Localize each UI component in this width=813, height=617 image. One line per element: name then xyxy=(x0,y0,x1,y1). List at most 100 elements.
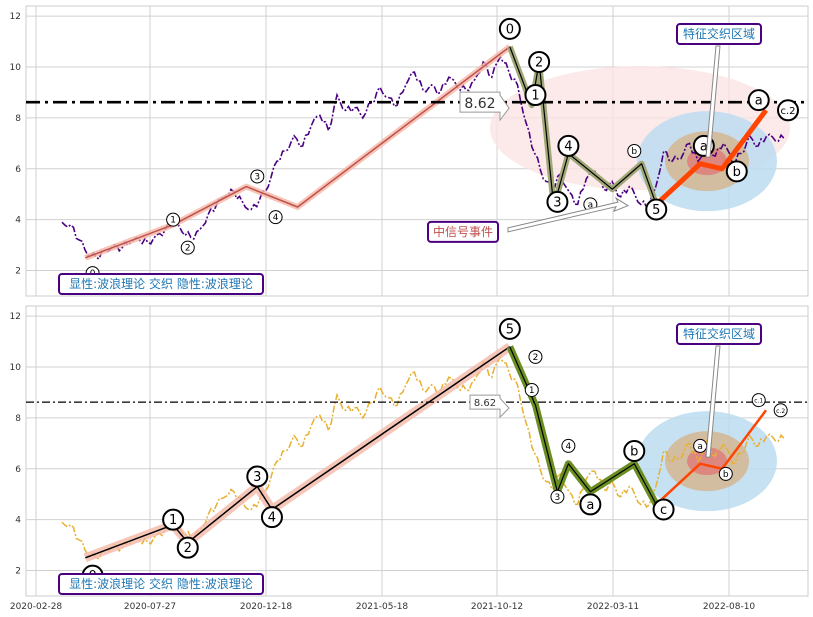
svg-text:a: a xyxy=(697,442,703,452)
feature-zone-arrow xyxy=(705,45,721,158)
wave-label: 2 xyxy=(528,50,551,73)
wave-label: 2 xyxy=(180,240,195,255)
wave-label: 3 xyxy=(546,190,569,213)
feature-zone-label-box xyxy=(676,323,762,345)
primary-wave-line xyxy=(85,346,511,559)
wave-label: 1 xyxy=(524,382,539,397)
x-tick-label: 2021-05-18 xyxy=(356,602,409,612)
x-tick-label: 2020-02-28 xyxy=(10,602,63,612)
svg-text:3: 3 xyxy=(254,172,260,182)
y-tick-label: 4 xyxy=(15,216,21,226)
svg-text:1: 1 xyxy=(531,89,539,104)
feature-zone-label: 特征交织区域 xyxy=(683,326,755,341)
svg-text:b: b xyxy=(723,470,729,480)
svg-text:a: a xyxy=(700,139,708,154)
wave-label: 4 xyxy=(557,134,580,157)
x-tick-label: 2021-10-12 xyxy=(471,602,523,612)
wave-label: b xyxy=(627,144,642,158)
reference-label-box xyxy=(469,394,510,419)
svg-text:3: 3 xyxy=(253,470,261,485)
x-tick-label: 2022-03-11 xyxy=(587,602,639,612)
svg-text:3: 3 xyxy=(553,195,561,210)
svg-text:b: b xyxy=(631,147,637,157)
y-tick-label: 4 xyxy=(15,516,21,526)
reference-line-label: 8.62 xyxy=(464,96,495,112)
svg-text:1: 1 xyxy=(170,216,176,226)
reference-label-box xyxy=(459,91,510,122)
method-legend-box xyxy=(58,273,264,295)
panel-top: 246810128.620123402134ab5abac.2特征交织区域中信号… xyxy=(10,5,809,297)
feature-zone-arrow xyxy=(705,345,721,458)
svg-text:c.2: c.2 xyxy=(780,106,795,117)
wave-label: b xyxy=(623,440,646,462)
svg-text:5: 5 xyxy=(652,203,660,218)
wave-label: a xyxy=(693,438,708,453)
wave-label: 4 xyxy=(260,506,283,529)
method-legend-label: 显性:波浪理论 交织 隐性:波浪理论 xyxy=(69,576,253,591)
wave-label: 3 xyxy=(250,169,265,184)
wave-label: 5 xyxy=(498,317,521,340)
y-tick-label: 6 xyxy=(15,465,21,475)
svg-text:2: 2 xyxy=(533,353,539,363)
price-series-line xyxy=(61,55,785,260)
svg-text:2: 2 xyxy=(185,244,191,254)
wave-label: b xyxy=(725,160,748,183)
svg-text:2: 2 xyxy=(184,541,192,556)
y-tick-label: 10 xyxy=(10,63,22,73)
y-tick-label: 2 xyxy=(15,567,21,577)
method-legend-label: 显性:波浪理论 交织 隐性:波浪理论 xyxy=(69,276,253,291)
wave-label: 1 xyxy=(166,212,181,227)
y-tick-label: 12 xyxy=(10,312,21,322)
x-tick-label: 2020-07-27 xyxy=(124,602,176,612)
svg-text:b: b xyxy=(630,445,638,460)
svg-text:4: 4 xyxy=(564,139,572,154)
projection-wave-line xyxy=(654,108,768,207)
svg-text:c: c xyxy=(660,503,667,518)
wave-label: c.1 xyxy=(751,393,766,408)
wave-label: 1 xyxy=(162,508,185,531)
y-tick-label: 12 xyxy=(10,12,21,22)
wave-label: 4 xyxy=(268,210,283,225)
correction-wave-core xyxy=(509,346,657,505)
svg-text:b: b xyxy=(733,165,741,180)
svg-text:2: 2 xyxy=(535,55,543,70)
svg-text:3: 3 xyxy=(555,493,561,503)
wave-label: 2 xyxy=(528,349,543,364)
panel-bottom: 246810128.620123452134abcabc.1c.2特征交织区域显… xyxy=(10,305,809,612)
wave-label: 5 xyxy=(645,198,668,221)
svg-text:c.2: c.2 xyxy=(776,408,785,415)
wave-label: c xyxy=(652,498,675,521)
wave-label: c.2 xyxy=(773,403,788,418)
wave-label: 2 xyxy=(176,536,199,559)
wave-label: b xyxy=(718,466,733,481)
signal-event-label: 中信号事件 xyxy=(433,224,493,239)
svg-text:4: 4 xyxy=(273,213,279,223)
svg-text:1: 1 xyxy=(169,513,177,528)
svg-text:a: a xyxy=(586,498,594,513)
x-tick-label: 2020-12-18 xyxy=(240,602,293,612)
wave-label: c.2 xyxy=(777,99,799,122)
wave-label: a xyxy=(579,493,602,516)
wave-label: 0 xyxy=(498,17,521,40)
wave-label: a xyxy=(747,89,770,112)
wave-label: 4 xyxy=(561,438,576,453)
y-tick-label: 10 xyxy=(10,363,22,373)
signal-event-label-box xyxy=(427,220,499,243)
feature-zone-label-box xyxy=(676,23,762,45)
y-tick-label: 8 xyxy=(15,114,21,124)
y-tick-label: 8 xyxy=(15,414,21,424)
svg-text:4: 4 xyxy=(566,442,572,452)
y-tick-label: 6 xyxy=(15,165,21,175)
svg-text:a: a xyxy=(588,200,594,210)
wave-label: 1 xyxy=(524,84,547,107)
y-tick-label: 2 xyxy=(15,267,21,277)
signal-event-arrow xyxy=(507,196,630,233)
x-tick-label: 2022-08-10 xyxy=(703,602,756,612)
feature-zone-label: 特征交织区域 xyxy=(683,26,755,41)
svg-text:0: 0 xyxy=(506,22,514,37)
svg-text:c.1: c.1 xyxy=(754,398,763,405)
svg-text:1: 1 xyxy=(529,386,535,396)
primary-wave-line xyxy=(85,46,511,259)
projection-wave-line xyxy=(655,409,767,506)
